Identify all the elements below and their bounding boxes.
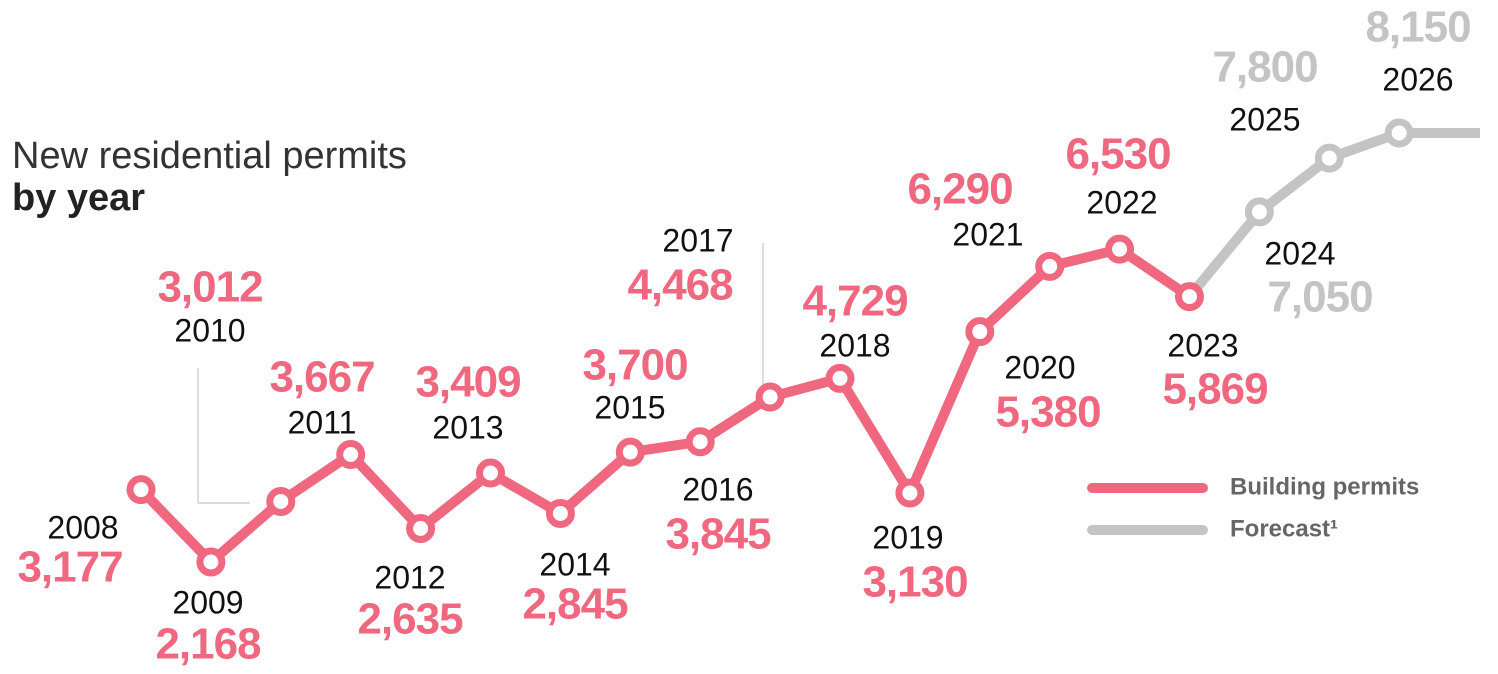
value-label: 3,409: [415, 358, 520, 407]
data-point: [1384, 118, 1414, 148]
legend-label: Building permits: [1230, 473, 1419, 500]
value-label: 2,168: [155, 620, 261, 669]
data-point: [825, 363, 855, 393]
value-label: 5,869: [1162, 365, 1267, 414]
data-point: [406, 514, 436, 544]
data-point: [965, 317, 995, 347]
data-point: [1105, 234, 1135, 264]
data-point: [895, 478, 925, 508]
year-label: 2021: [952, 216, 1023, 252]
value-label: 3,700: [582, 341, 687, 390]
value-label: 6,290: [907, 165, 1012, 214]
data-point: [685, 427, 715, 457]
value-label: 7,800: [1212, 43, 1317, 92]
year-label: 2019: [872, 519, 943, 555]
value-label: 2,845: [522, 580, 628, 629]
data-point: [755, 382, 785, 412]
year-label: 2023: [1167, 327, 1238, 363]
year-label: 2008: [47, 509, 118, 545]
value-label: 3,177: [17, 543, 122, 592]
year-label: 2018: [819, 327, 890, 363]
value-label: 5,380: [995, 388, 1100, 437]
data-point: [1244, 197, 1274, 227]
leader-line: [197, 368, 250, 504]
year-label: 2025: [1229, 101, 1300, 137]
forecast-connector: [1184, 206, 1265, 302]
year-label: 2024: [1264, 235, 1335, 271]
value-label: 3,667: [269, 353, 374, 402]
year-label: 2015: [594, 389, 665, 425]
year-label: 2020: [1004, 349, 1075, 385]
chart-title: New residential permits: [12, 135, 407, 177]
value-label: 8,150: [1365, 3, 1470, 52]
legend-label: Forecast¹: [1230, 515, 1338, 542]
data-point: [1314, 143, 1344, 173]
year-label: 2012: [374, 559, 445, 595]
data-point: [1175, 282, 1204, 312]
data-point: [545, 498, 575, 528]
value-label: 2,635: [357, 595, 463, 644]
value-label: 4,729: [802, 277, 907, 326]
year-label: 2011: [288, 404, 357, 440]
value-label: 4,468: [627, 261, 733, 310]
value-label: 3,845: [665, 510, 771, 559]
data-point: [196, 547, 226, 577]
value-label: 6,530: [1065, 130, 1170, 179]
value-label: 7,050: [1267, 273, 1372, 322]
year-label: 2017: [662, 222, 733, 258]
data-point: [1035, 251, 1065, 281]
chart-subtitle: by year: [12, 177, 145, 219]
year-label: 2013: [432, 409, 503, 445]
year-label: 2026: [1382, 61, 1453, 97]
year-label: 2022: [1086, 184, 1157, 220]
data-point: [476, 458, 505, 488]
year-label: 2016: [682, 471, 753, 507]
line-series: [137, 244, 1193, 567]
data-point: [615, 437, 645, 467]
year-label: 2010: [174, 312, 245, 348]
year-label: 2009: [172, 584, 243, 620]
value-label: 3,012: [157, 263, 262, 312]
year-label: 2014: [539, 546, 610, 582]
value-label: 3,130: [862, 558, 967, 607]
data-point: [336, 439, 366, 469]
data-point: [126, 475, 156, 505]
data-point: [266, 486, 296, 516]
